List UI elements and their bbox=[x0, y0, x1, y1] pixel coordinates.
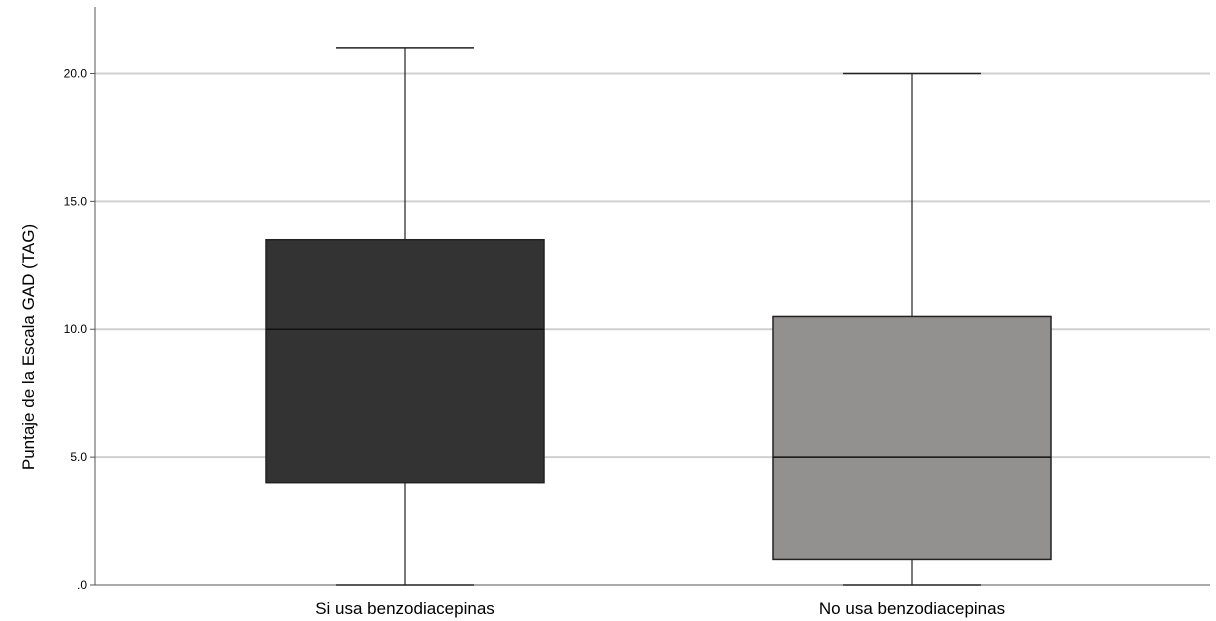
y-tick-label-2: 10.0 bbox=[64, 322, 88, 336]
axis-layer bbox=[90, 7, 1210, 586]
category-label-1: No usa benzodiacepinas bbox=[819, 599, 1005, 618]
box-layer bbox=[265, 47, 1052, 586]
box-1 bbox=[772, 315, 1052, 561]
y-axis-title: Puntaje de la Escala GAD (TAG) bbox=[19, 224, 38, 470]
label-layer: .0 5.0 10.0 15.0 20.0 Si usa benzodiacepinas N… bbox=[64, 66, 1005, 618]
y-tick-label-1: 5.0 bbox=[70, 450, 87, 464]
y-tick-label-4: 20.0 bbox=[64, 66, 88, 80]
box-0 bbox=[265, 238, 545, 484]
y-tick-label-0: .0 bbox=[77, 578, 87, 592]
y-tick-label-3: 15.0 bbox=[64, 194, 88, 208]
category-label-0: Si usa benzodiacepinas bbox=[315, 599, 495, 618]
